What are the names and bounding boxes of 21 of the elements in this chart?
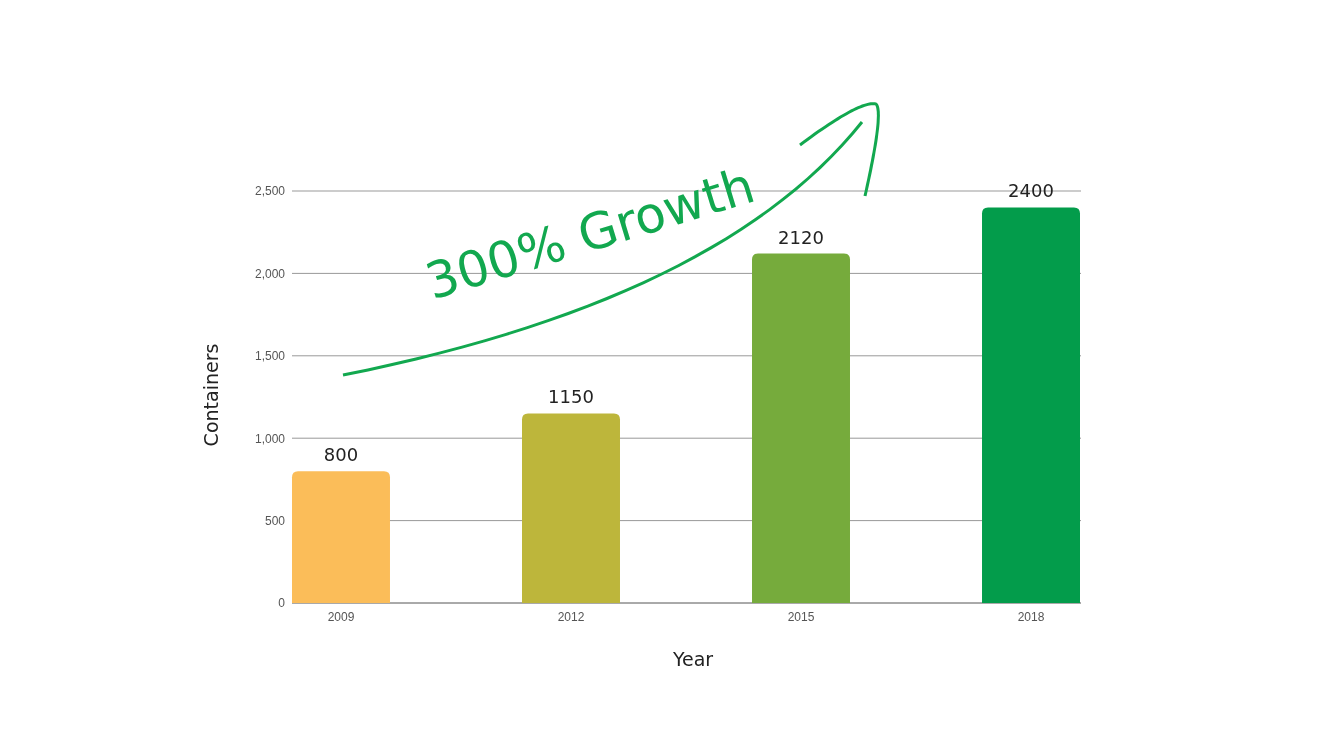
x-tick-label: 2018	[1017, 609, 1045, 624]
data-label: 1150	[548, 386, 594, 408]
x-tick-label: 2012	[557, 609, 585, 624]
y-tick-label: 500	[264, 513, 286, 528]
y-tick-label: 0	[278, 596, 286, 611]
y-tick-label: 1,000	[254, 431, 286, 446]
y-tick-label: 2,500	[254, 184, 286, 199]
y-tick-label: 1,500	[254, 349, 286, 364]
x-tick-label: 2015	[787, 609, 815, 624]
annotation: 300% Growth	[419, 156, 761, 312]
bar	[292, 471, 390, 603]
x-axis-title: Year	[671, 648, 714, 670]
bar	[982, 207, 1080, 603]
x-tick-label: 2009	[327, 609, 355, 624]
y-axis-title: Containers	[200, 343, 222, 447]
data-label: 800	[323, 444, 359, 466]
bar	[752, 253, 850, 603]
bar	[522, 413, 620, 603]
y-tick-label: 2,000	[254, 266, 286, 281]
data-label: 2400	[1008, 180, 1054, 202]
data-label: 2120	[778, 226, 824, 248]
